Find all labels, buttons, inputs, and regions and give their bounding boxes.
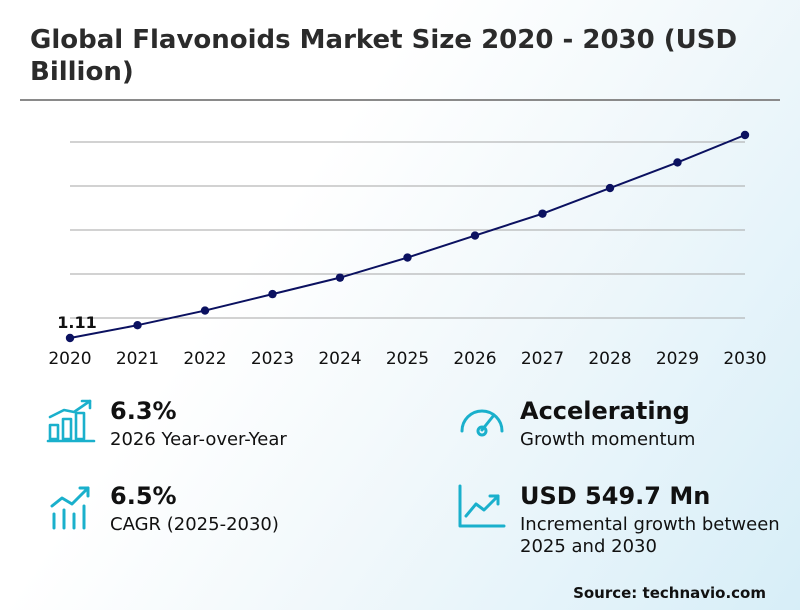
bar-chart-growth-icon bbox=[46, 399, 96, 443]
x-tick-label-2027: 2027 bbox=[521, 349, 564, 369]
stat-momentum-value: Accelerating bbox=[520, 397, 690, 425]
data-point-2023 bbox=[268, 289, 277, 299]
x-tick-label-2025: 2025 bbox=[386, 349, 429, 369]
x-tick-label-2020: 2020 bbox=[48, 349, 91, 369]
line-chart-growth-icon bbox=[458, 484, 506, 528]
data-point-2028 bbox=[605, 183, 615, 193]
data-point-2027 bbox=[538, 209, 547, 218]
line-chart: 2020 2021 2022 2023 2024 2025 2026 2027 2028 2029… bbox=[48, 130, 767, 369]
chart-title: Global Flavonoids Market Size 2020 - 203… bbox=[30, 25, 738, 87]
x-tick-label-2023: 2023 bbox=[251, 349, 294, 369]
stat-yoy-label: 2026 Year-over-Year bbox=[110, 429, 287, 450]
x-tick-label-2029: 2029 bbox=[656, 349, 699, 369]
x-tick-label-2026: 2026 bbox=[453, 349, 496, 369]
data-point-2024 bbox=[335, 273, 345, 282]
data-point-2029 bbox=[673, 158, 682, 167]
stat-momentum-label: Growth momentum bbox=[520, 429, 696, 450]
data-point-2021 bbox=[133, 320, 142, 330]
data-point-2030 bbox=[740, 130, 750, 140]
stat-incremental-value: USD 549.7 Mn bbox=[520, 482, 711, 510]
x-tick-label-2022: 2022 bbox=[183, 349, 226, 369]
series-line bbox=[69, 134, 746, 339]
x-tick-label-2028: 2028 bbox=[588, 349, 631, 369]
data-point-2022 bbox=[200, 306, 210, 315]
trend-bars-icon bbox=[50, 486, 90, 530]
x-tick-label-2030: 2030 bbox=[723, 349, 766, 369]
data-label-2020: 1.11 bbox=[57, 313, 96, 332]
stat-cagr-value: 6.5% bbox=[110, 482, 177, 510]
speedometer-icon bbox=[460, 409, 504, 437]
stat-incremental-label: Incremental growth between 2025 and 2030 bbox=[520, 514, 780, 557]
title-divider bbox=[20, 99, 780, 101]
x-tick-label-2024: 2024 bbox=[318, 349, 361, 369]
x-tick-label-2021: 2021 bbox=[116, 349, 159, 369]
data-point-2025 bbox=[403, 253, 412, 262]
stat-yoy-value: 6.3% bbox=[110, 397, 177, 425]
source-credit: Source: technavio.com bbox=[573, 584, 766, 602]
data-point-2020 bbox=[65, 333, 75, 343]
stat-cagr-label: CAGR (2025-2030) bbox=[110, 514, 279, 535]
data-point-2026 bbox=[470, 231, 480, 240]
